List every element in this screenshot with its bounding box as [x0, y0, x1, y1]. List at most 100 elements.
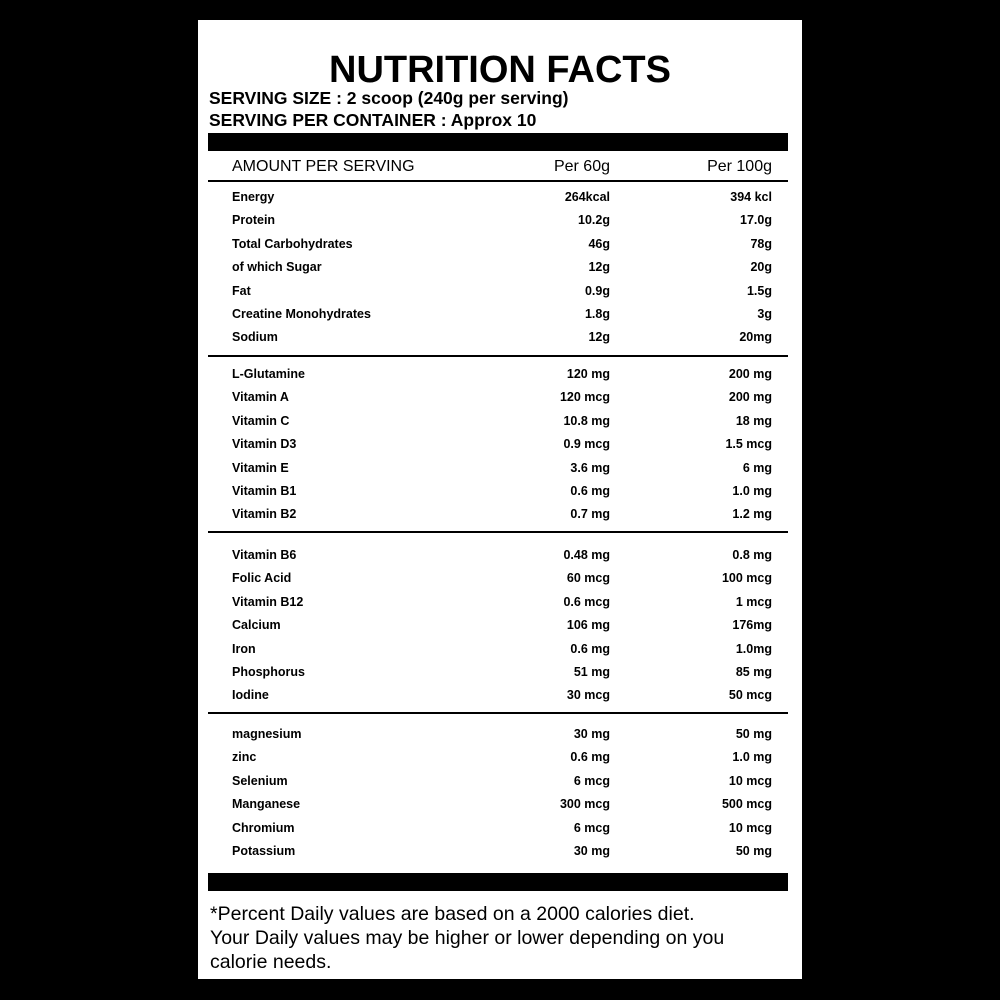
value-per-60g: 0.6 mcg [563, 594, 610, 609]
value-per-60g: 60 mcg [566, 571, 610, 586]
section-rule [208, 355, 788, 357]
nutrient-name: L-Glutamine [232, 367, 305, 381]
value-per-100g: 200 mg [728, 367, 772, 381]
value-per-60g: 3.6 mg [570, 460, 610, 475]
value-per-60g: 6 mcg [573, 820, 610, 835]
value-per-100g: 20mg [739, 330, 772, 345]
nutrient-name: Vitamin E [232, 460, 289, 475]
nutrient-name: Potassium [232, 843, 296, 858]
top-thick-bar [208, 133, 788, 151]
nutrient-name: Selenium [232, 773, 288, 788]
nutrient-row: Manganese 300 mcg 500 mcg [208, 793, 788, 816]
nutrient-section-3: Vitamin B6 0.48 mg 0.8 mg Folic Acid 60 mcg 1… [208, 544, 788, 708]
value-per-100g: 10 mcg [728, 820, 772, 835]
nutrient-name: Folic Acid [232, 571, 292, 586]
nutrient-row: L-Glutamine 120 mg 200 mg [208, 363, 788, 386]
value-per-60g: 1.8g [584, 306, 610, 321]
nutrient-row: magnesium 30 mg 50 mg [208, 723, 788, 746]
value-per-100g: 1.0 mg [732, 750, 772, 765]
value-per-60g: 10.8 mg [563, 413, 610, 428]
nutrient-row: Energy 264kcal 394 kcl [208, 186, 788, 209]
nutrition-label: NUTRITION FACTS SERVING SIZE : 2 scoop (… [198, 20, 802, 979]
nutrient-section-4: magnesium 30 mg 50 mg zinc 0.6 mg 1.0 mg Selen… [208, 723, 788, 863]
value-per-60g: 0.6 mg [570, 641, 610, 656]
value-per-100g: 3g [757, 306, 772, 321]
nutrient-row: Vitamin E 3.6 mg 6 mg [208, 457, 788, 480]
nutrient-name: Vitamin C [232, 413, 290, 428]
value-per-60g: 106 mg [566, 618, 610, 633]
value-per-60g: 12g [588, 330, 610, 345]
label-title: NUTRITION FACTS [329, 49, 671, 91]
nutrient-name: Energy [232, 190, 275, 204]
nutrient-row: Iron 0.6 mg 1.0mg [208, 638, 788, 661]
footnote: *Percent Daily values are based on a 200… [210, 902, 795, 974]
nutrient-name: Phosphorus [232, 664, 305, 679]
value-per-60g: 46g [588, 236, 610, 251]
nutrient-row: Vitamin B12 0.6 mcg 1 mcg [208, 591, 788, 614]
value-per-100g: 1.5 mcg [725, 437, 772, 452]
header-per-60g: Per 60g [553, 158, 610, 175]
nutrient-row: Phosphorus 51 mg 85 mg [208, 661, 788, 684]
nutrient-section-1: Energy 264kcal 394 kcl Protein 10.2g 17.0g Tot… [208, 186, 788, 350]
footnote-line: *Percent Daily values are based on a 200… [210, 903, 695, 925]
nutrient-row: Vitamin D3 0.9 mcg 1.5 mcg [208, 433, 788, 456]
nutrient-section-2: L-Glutamine 120 mg 200 mg Vitamin A 120 mcg 2… [208, 363, 788, 527]
value-per-100g: 1.2 mg [732, 507, 772, 522]
value-per-100g: 50 mg [735, 843, 772, 858]
value-per-60g: 12g [588, 260, 610, 275]
nutrient-name: Protein [232, 213, 276, 228]
value-per-60g: 0.7 mg [570, 507, 610, 522]
nutrient-row: Vitamin C 10.8 mg 18 mg [208, 410, 788, 433]
nutrient-name: of which Sugar [232, 260, 322, 275]
bottom-thick-bar [208, 873, 788, 891]
nutrient-row: Iodine 30 mcg 50 mcg [208, 684, 788, 707]
header-rule [208, 180, 788, 182]
value-per-100g: 200 mg [728, 390, 772, 405]
nutrient-row: Calcium 106 mg 176mg [208, 614, 788, 637]
nutrient-name: Chromium [232, 820, 295, 835]
nutrient-name: Vitamin D3 [232, 437, 297, 452]
section-rule [208, 531, 788, 533]
nutrient-name: Vitamin B2 [232, 507, 297, 522]
nutrient-row: Total Carbohydrates 46g 78g [208, 233, 788, 256]
value-per-60g: 264kcal [564, 190, 610, 204]
header-per-100g: Per 100g [707, 158, 772, 175]
value-per-100g: 1.0 mg [732, 483, 772, 498]
value-per-100g: 0.8 mg [732, 548, 772, 562]
nutrient-row: Vitamin B2 0.7 mg 1.2 mg [208, 503, 788, 526]
footnote-line: Your Daily values may be higher or lower… [210, 927, 725, 949]
footnote-line: calorie needs. [210, 951, 332, 973]
value-per-100g: 10 mcg [728, 773, 772, 788]
nutrient-row: Sodium 12g 20mg [208, 326, 788, 349]
nutrient-name: Total Carbohydrates [232, 236, 353, 251]
header-amount: AMOUNT PER SERVING [232, 158, 415, 175]
value-per-60g: 51 mg [573, 664, 610, 679]
nutrient-name: Sodium [232, 330, 278, 345]
value-per-60g: 0.6 mg [570, 750, 610, 765]
value-per-100g: 1.5g [746, 283, 772, 298]
nutrient-row: Vitamin B1 0.6 mg 1.0 mg [208, 480, 788, 503]
nutrient-row: Vitamin A 120 mcg 200 mg [208, 386, 788, 409]
value-per-100g: 85 mg [735, 664, 772, 679]
value-per-60g: 10.2g [578, 213, 610, 228]
value-per-60g: 0.48 mg [563, 548, 610, 562]
nutrient-name: Vitamin B12 [232, 594, 304, 609]
nutrient-name: Iodine [232, 688, 269, 703]
serving-per-container: SERVING PER CONTAINER : Approx 10 [209, 110, 537, 130]
serving-size: SERVING SIZE : 2 scoop (240g per serving… [209, 88, 569, 108]
value-per-100g: 18 mg [735, 413, 772, 428]
value-per-100g: 50 mg [735, 727, 772, 741]
value-per-100g: 20g [750, 260, 772, 275]
value-per-60g: 0.6 mg [570, 483, 610, 498]
nutrient-row: zinc 0.6 mg 1.0 mg [208, 746, 788, 769]
nutrient-row: of which Sugar 12g 20g [208, 256, 788, 279]
value-per-60g: 120 mg [566, 367, 610, 381]
nutrient-name: magnesium [232, 727, 302, 741]
section-rule [208, 712, 788, 714]
nutrient-name: zinc [232, 750, 257, 765]
nutrient-name: Manganese [232, 797, 301, 812]
value-per-60g: 0.9 mcg [563, 437, 610, 452]
value-per-60g: 30 mcg [566, 688, 610, 703]
nutrient-name: Calcium [232, 618, 281, 633]
nutrient-name: Vitamin B6 [232, 548, 297, 562]
